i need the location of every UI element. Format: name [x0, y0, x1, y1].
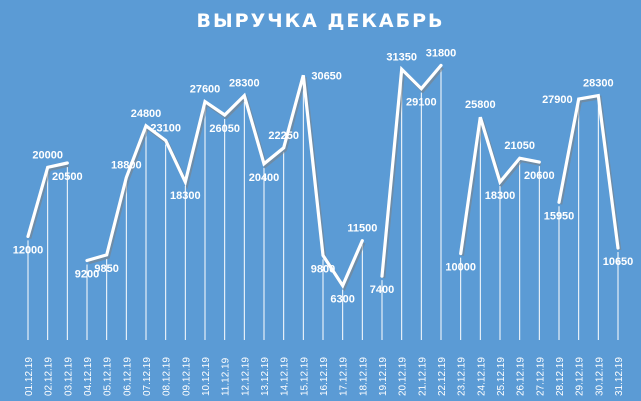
revenue-series — [26, 63, 622, 292]
x-tick-label: 11.12.19 — [221, 357, 232, 396]
data-label: 20500 — [52, 171, 83, 183]
x-tick-label: 22.12.19 — [437, 357, 448, 396]
data-label: 10000 — [445, 262, 476, 274]
x-tick-label: 10.12.19 — [201, 357, 212, 396]
chart-title: ВЫРУЧКА ДЕКАБРЬ — [196, 10, 445, 32]
x-tick-label: 27.12.19 — [535, 357, 546, 396]
data-label: 28300 — [583, 78, 614, 90]
x-tick-label: 21.12.19 — [417, 357, 428, 396]
data-label: 15950 — [544, 210, 575, 222]
x-tick-label: 24.12.19 — [476, 357, 487, 396]
x-tick-label: 29.12.19 — [575, 357, 586, 396]
data-label: 12000 — [13, 244, 44, 256]
x-tick-label: 01.12.19 — [24, 357, 35, 396]
series-line-shadow — [460, 118, 542, 256]
x-tick-label: 14.12.19 — [280, 357, 291, 396]
data-label: 7400 — [370, 284, 394, 296]
data-label: 31350 — [386, 51, 417, 63]
x-tick-label: 12.12.19 — [240, 357, 251, 396]
x-axis-ticks: 01.12.19 02.12.19 03.12.19 04.12.19 05.12.19… — [24, 357, 625, 396]
series-line-shadow — [558, 95, 622, 251]
x-tick-label: 30.12.19 — [594, 357, 605, 396]
series-line-segment — [557, 93, 620, 250]
x-tick-label: 09.12.19 — [181, 357, 192, 396]
x-tick-label: 05.12.19 — [103, 357, 114, 396]
data-label: 25800 — [465, 99, 496, 111]
x-tick-label: 13.12.19 — [260, 357, 271, 396]
data-label: 29100 — [406, 97, 437, 109]
x-tick-label: 02.12.19 — [44, 357, 55, 396]
x-tick-label: 07.12.19 — [142, 357, 153, 396]
data-label: 28300 — [229, 78, 260, 90]
data-label: 27600 — [190, 84, 221, 96]
x-tick-label: 26.12.19 — [516, 357, 527, 396]
data-label: 23100 — [150, 123, 181, 135]
x-tick-label: 04.12.19 — [83, 357, 94, 396]
data-label: 30650 — [311, 70, 342, 82]
data-label: 11500 — [347, 223, 377, 235]
x-tick-label: 18.12.19 — [358, 357, 369, 396]
data-label: 20400 — [249, 172, 280, 184]
x-tick-label: 06.12.19 — [122, 357, 133, 396]
data-label: 31800 — [426, 47, 457, 59]
data-label: 26050 — [209, 123, 240, 135]
data-label: 18800 — [111, 160, 142, 172]
x-tick-label: 23.12.19 — [457, 357, 468, 396]
x-tick-label: 03.12.19 — [63, 357, 74, 396]
data-label: 18300 — [170, 190, 201, 202]
data-label: 18300 — [485, 190, 516, 202]
grid-lines — [27, 69, 619, 340]
data-label: 20600 — [524, 170, 555, 182]
data-label: 10650 — [603, 256, 634, 268]
x-tick-label: 20.12.19 — [398, 357, 409, 396]
data-label: 21050 — [504, 140, 535, 152]
data-label: 24800 — [131, 108, 162, 120]
data-label: 6300 — [330, 294, 354, 306]
x-tick-label: 17.12.19 — [339, 357, 350, 396]
series-line-segment — [380, 63, 443, 278]
data-label: 22250 — [268, 130, 299, 142]
x-tick-label: 19.12.19 — [378, 357, 389, 396]
x-tick-label: 16.12.19 — [319, 357, 330, 396]
x-tick-label: 31.12.19 — [614, 357, 625, 396]
x-tick-label: 08.12.19 — [162, 357, 173, 396]
data-label: 27900 — [542, 94, 573, 106]
data-label: 9850 — [94, 263, 118, 275]
x-tick-label: 15.12.19 — [299, 357, 310, 396]
series-line-shadow — [27, 163, 70, 239]
data-label: 9200 — [75, 269, 99, 281]
x-tick-label: 28.12.19 — [555, 357, 566, 396]
data-label: 20000 — [32, 149, 63, 161]
data-label: 9800 — [311, 263, 335, 275]
x-tick-label: 25.12.19 — [496, 357, 507, 396]
